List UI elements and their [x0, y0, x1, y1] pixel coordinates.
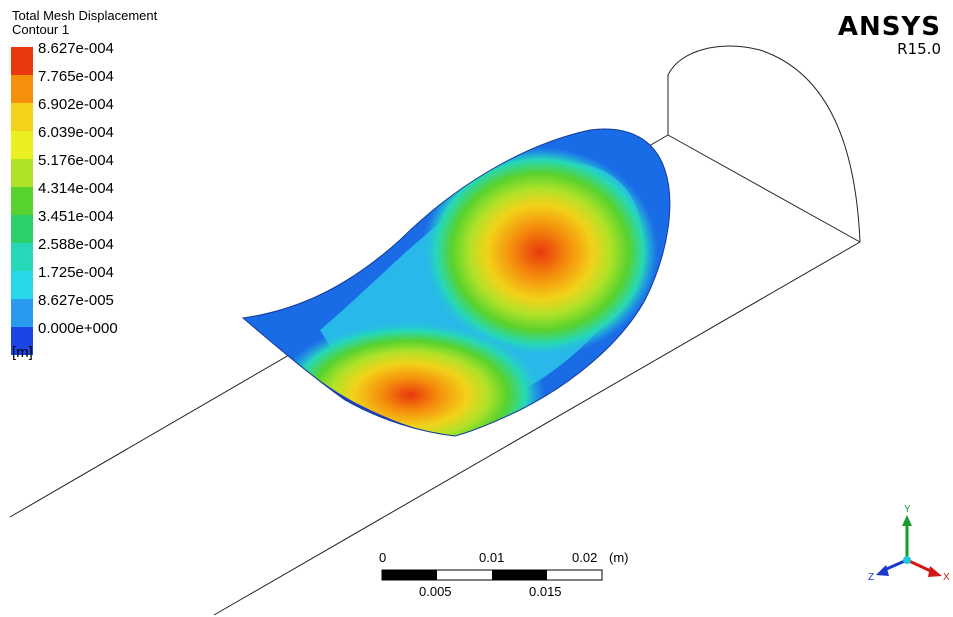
legend-label: 6.902e-004 [38, 96, 114, 113]
brand-name: ANSYS [837, 12, 941, 42]
legend-swatch [11, 75, 33, 103]
legend-swatch [11, 299, 33, 327]
displacement-contour-surface [241, 128, 671, 437]
legend-swatch [11, 327, 33, 355]
triad-y-label: Y [904, 504, 911, 515]
legend-label: 6.039e-004 [38, 124, 114, 141]
legend-swatch [11, 103, 33, 131]
legend-swatch [11, 271, 33, 299]
legend-swatch [11, 215, 33, 243]
legend-label: 5.176e-004 [38, 152, 114, 169]
scale-label-0-02: 0.02 [572, 550, 598, 565]
legend-swatch [11, 131, 33, 159]
axis-triad [876, 515, 942, 577]
legend-subtitle: Contour 1 [12, 22, 70, 37]
legend-label: 4.314e-004 [38, 180, 114, 197]
legend-unit: [m] [12, 344, 33, 361]
triad-z-label: Z [868, 572, 875, 583]
legend-label: 0.000e+000 [38, 320, 118, 337]
scale-label-0-005: 0.005 [419, 584, 452, 599]
brand-version: R15.0 [897, 40, 941, 58]
legend-swatch [11, 243, 33, 271]
triad-x-label: X [943, 572, 950, 583]
legend-title: Total Mesh Displacement [12, 8, 158, 23]
legend-color-bar [11, 47, 33, 355]
ansys-logo: ANSYS R15.0 [838, 14, 941, 58]
scale-bar [381, 569, 603, 581]
legend-label: 8.627e-005 [38, 292, 114, 309]
scale-unit: (m) [609, 550, 629, 565]
scale-label-0: 0 [379, 550, 387, 565]
scale-label-0-015: 0.015 [529, 584, 562, 599]
scale-label-0-01: 0.01 [479, 550, 505, 565]
legend-label: 2.588e-004 [38, 236, 114, 253]
legend-label: 8.627e-004 [38, 40, 114, 57]
legend-label: 1.725e-004 [38, 264, 114, 281]
legend-swatch [11, 159, 33, 187]
legend-label: 7.765e-004 [38, 68, 114, 85]
legend-swatch [11, 47, 33, 75]
legend-swatch [11, 187, 33, 215]
legend-label: 3.451e-004 [38, 208, 114, 225]
